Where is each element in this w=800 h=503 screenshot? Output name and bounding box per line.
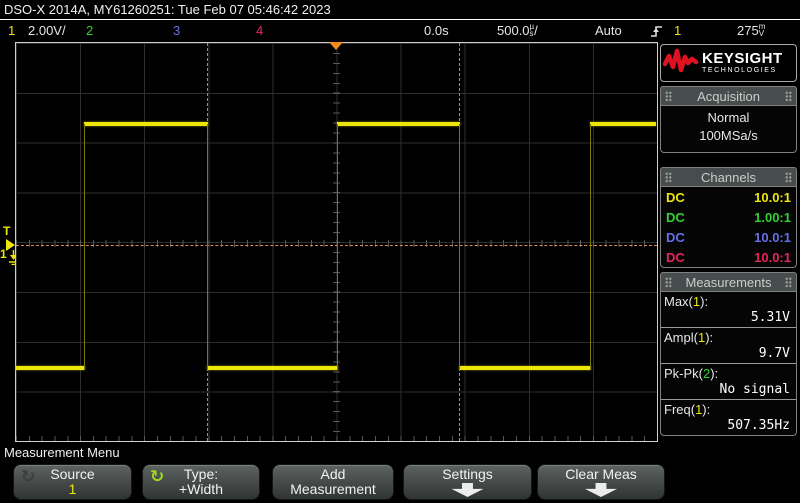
measurement-label: Pk-Pk(2):: [664, 366, 719, 381]
measurement-entry: Max(1): 5.31V: [661, 292, 796, 328]
channel-1-ground-label[interactable]: 1: [0, 247, 7, 261]
status-bar: 1 2.00V/ 2 3 4 0.0s 500.0µ s/ Auto 1 275m…: [0, 21, 800, 42]
instrument-id: DSO-X 2014A, MY61260251: Tue Feb 07 05:4…: [4, 2, 331, 17]
grip-icon: [785, 171, 792, 183]
measurement-value: 507.35Hz: [727, 418, 790, 433]
rising-edge-trigger-icon[interactable]: [650, 24, 663, 45]
channel-row-4: DC 10.0:1: [661, 247, 796, 267]
button-sublabel: 1: [68, 481, 77, 497]
button-label: Add: [320, 466, 346, 482]
grip-icon: [785, 276, 792, 288]
channel-row-1: DC 10.0:1: [661, 187, 796, 207]
trace-segment: [459, 366, 591, 370]
grip-icon: [785, 90, 792, 102]
probe-ratio: 1.00:1: [754, 209, 791, 225]
trace-edge: [207, 124, 208, 370]
down-arrow-icon: [451, 483, 484, 497]
channels-panel: DC 10.0:1 DC 1.00:1 DC 10.0:1 DC 10.0:1: [660, 186, 797, 268]
trigger-level-marker[interactable]: [6, 239, 15, 251]
trace-edge: [84, 124, 85, 370]
measurement-value: 5.31V: [750, 310, 790, 325]
bottom-edge-ticks: [16, 436, 657, 441]
button-label: Clear Meas: [565, 466, 637, 482]
probe-ratio: 10.0:1: [754, 229, 791, 245]
measurement-entry: Pk-Pk(2): No signal: [661, 364, 796, 400]
trace-edge: [337, 124, 338, 370]
button-sublabel: +Width: [179, 481, 223, 497]
channel-row-2: DC 1.00:1: [661, 207, 796, 227]
measurement-entry: Ampl(1): 9.7V: [661, 328, 796, 364]
trigger-level-letter: T: [3, 224, 11, 238]
button-sublabel: Measurement: [290, 481, 376, 497]
probe-ratio: 10.0:1: [754, 189, 791, 205]
acquisition-mode: Normal: [707, 110, 750, 125]
coupling: DC: [666, 249, 685, 265]
trigger-level-line: [16, 245, 657, 246]
measurement-label: Freq(1):: [664, 402, 711, 417]
trace-edge: [590, 124, 591, 370]
grip-icon: [665, 276, 672, 288]
refresh-icon: ↻: [21, 467, 36, 487]
button-label: Type:: [183, 466, 219, 482]
trigger-time-marker[interactable]: [329, 42, 343, 50]
source-button[interactable]: ↻ Source 1: [13, 464, 132, 500]
trigger-mode[interactable]: Auto: [595, 23, 622, 38]
keysight-logo: KEYSIGHT TECHNOLOGIES: [660, 44, 797, 82]
channel-row-3: DC 10.0:1: [661, 227, 796, 247]
refresh-icon: ↻: [150, 467, 165, 487]
grip-icon: [665, 171, 672, 183]
waveform-display[interactable]: [15, 42, 658, 442]
trigger-source[interactable]: 1: [674, 23, 682, 38]
channel-1-scale[interactable]: 2.00V/: [28, 23, 66, 38]
sidebar: KEYSIGHT TECHNOLOGIES Acquisition Normal…: [658, 44, 799, 444]
channel-4-number[interactable]: 4: [256, 23, 264, 38]
title-bar: DSO-X 2014A, MY61260251: Tue Feb 07 05:4…: [0, 0, 800, 20]
coupling: DC: [666, 189, 685, 205]
probe-ratio: 10.0:1: [754, 249, 791, 265]
keysight-logo-icon: [662, 47, 699, 80]
measurements-header[interactable]: Measurements: [660, 272, 797, 291]
trace-segment: [16, 366, 85, 370]
clear-meas-button[interactable]: Clear Meas: [537, 464, 665, 500]
acquisition-header[interactable]: Acquisition: [660, 86, 797, 105]
trace-segment: [84, 122, 208, 126]
logo-sub: TECHNOLOGIES: [702, 67, 777, 74]
acquisition-panel: Normal 100MSa/s: [660, 105, 797, 153]
logo-brand: KEYSIGHT: [702, 50, 783, 67]
coupling: DC: [666, 229, 685, 245]
measurement-value: 9.7V: [758, 346, 790, 361]
sample-rate: 100MSa/s: [699, 128, 758, 143]
channel-1-number[interactable]: 1: [8, 23, 16, 38]
button-label: Source: [50, 466, 95, 482]
measurement-value: No signal: [719, 382, 790, 397]
settings-button[interactable]: Settings: [403, 464, 532, 500]
trace-edge: [459, 124, 460, 370]
trace-segment: [207, 366, 338, 370]
horizontal-delay[interactable]: 0.0s: [424, 23, 449, 38]
trace-segment: [590, 122, 656, 126]
measurement-label: Ampl(1):: [664, 330, 714, 345]
measurement-label: Max(1):: [664, 294, 709, 309]
trace-segment: [337, 122, 460, 126]
center-vertical-ticks: [333, 43, 340, 441]
grip-icon: [665, 90, 672, 102]
button-label: Settings: [442, 466, 493, 482]
channels-header[interactable]: Channels: [660, 167, 797, 186]
down-arrow-icon: [585, 483, 617, 497]
channel-3-number[interactable]: 3: [173, 23, 181, 38]
measurement-entry: Freq(1): 507.35Hz: [661, 400, 796, 435]
add-measurement-button[interactable]: Add Measurement: [272, 464, 394, 500]
coupling: DC: [666, 209, 685, 225]
trigger-level[interactable]: 275m V: [737, 22, 766, 39]
menu-title: Measurement Menu: [4, 445, 120, 460]
channel-2-number[interactable]: 2: [86, 23, 94, 38]
measurements-panel: Max(1): 5.31V Ampl(1): 9.7V Pk-Pk(2): No s…: [660, 291, 797, 436]
timebase-setting[interactable]: 500.0µ s/: [497, 22, 538, 39]
type-button[interactable]: ↻ Type: +Width: [142, 464, 260, 500]
